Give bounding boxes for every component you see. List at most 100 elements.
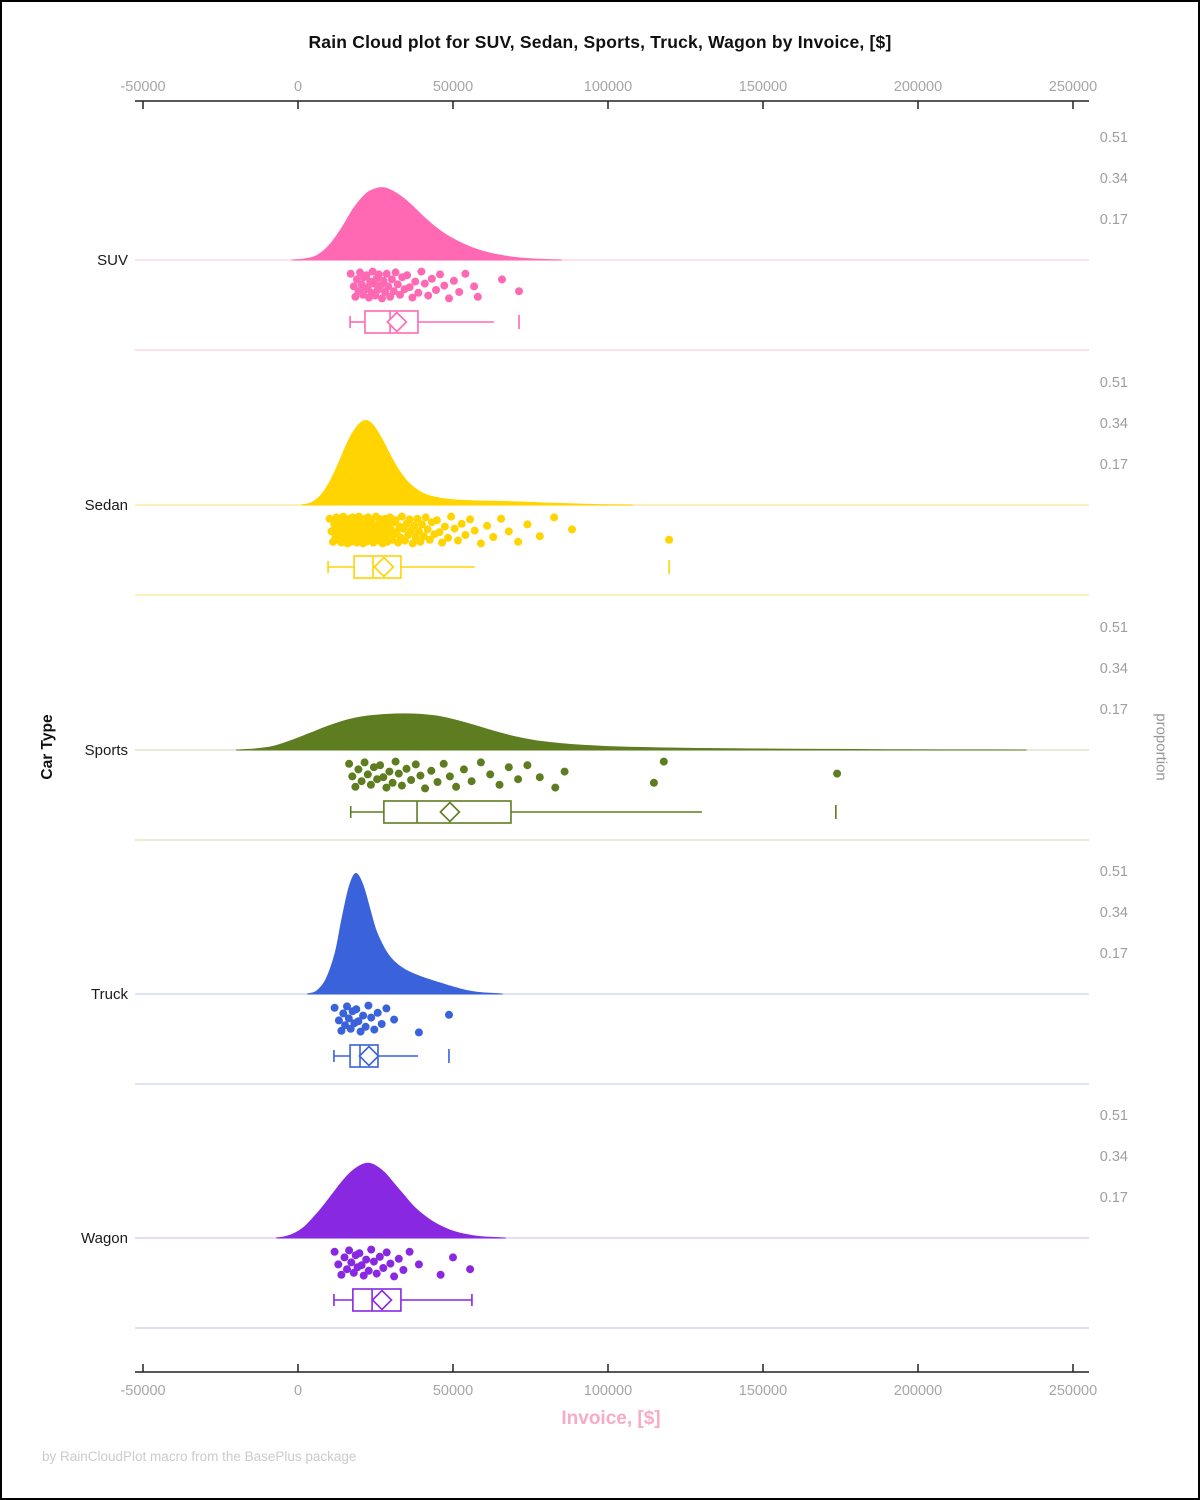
scatter-point-truck [390,1015,399,1024]
scatter-point-truck [359,1011,368,1020]
scatter-point-sports [348,772,357,781]
density-cloud-sports [235,713,1027,751]
scatter-point-sports [354,765,363,774]
car-type-label-sedan: Sedan [85,497,128,514]
scatter-point-sedan [523,520,532,529]
scatter-point-sedan [489,533,498,541]
scatter-point-suv [414,288,423,297]
scatter-point-sports [357,777,366,786]
scatter-point-suv [445,294,453,303]
scatter-point-sedan [454,536,462,545]
proportion-tick-label-truck: 0.51 [1100,864,1128,880]
top-axis-tick-label: 0 [294,79,302,95]
proportion-tick-label-wagon: 0.17 [1100,1190,1128,1206]
scatter-point-sedan [418,520,426,529]
scatter-point-sedan [440,522,449,531]
scatter-point-sports [433,778,442,786]
scatter-point-suv [440,281,449,290]
proportion-tick-label-sedan: 0.34 [1100,416,1128,432]
scatter-point-sports [535,773,544,782]
scatter-point-sports [459,765,468,774]
scatter-point-suv [411,277,420,286]
scatter-point-sports [560,767,569,776]
scatter-point-wagon [347,1258,356,1267]
scatter-point-truck [339,1009,348,1018]
proportion-tick-label-truck: 0.17 [1100,946,1128,962]
bottom-axis-tick-label: -50000 [120,1383,165,1399]
scatter-point-wagon [394,1254,403,1263]
scatter-point-wagon [343,1265,351,1274]
y-axis-title-proportion: proportion [1152,713,1170,781]
scatter-point-suv [374,270,383,279]
scatter-point-sedan [421,513,430,522]
bottom-axis-tick-label: 50000 [433,1383,473,1399]
scatter-point-truck [352,1005,361,1014]
mean-diamond-truck [358,1045,380,1067]
proportion-tick-label-sedan: 0.17 [1100,457,1128,473]
scatter-point-truck [343,1002,351,1011]
scatter-point-sedan [425,535,434,544]
scatter-point-sports [421,784,430,793]
scatter-point-wagon [405,1247,414,1256]
scatter-point-suv [368,267,377,276]
scatter-point-suv [498,275,506,284]
car-type-label-truck: Truck [91,986,128,1003]
mean-diamond-suv [386,311,408,333]
top-axis-tick-label: 100000 [584,79,632,95]
scatter-point-sports [369,763,378,772]
chart-title: Rain Cloud plot for SUV, Sedan, Sports, … [308,32,892,52]
scatter-point-wagon [379,1264,388,1272]
scatter-point-wagon [436,1270,445,1279]
scatter-point-sports [351,782,360,791]
scatter-point-sports [363,770,372,779]
scatter-point-wagon [372,1269,381,1278]
mean-diamond-wagon [371,1289,393,1311]
scatter-point-sports [376,761,385,770]
scatter-point-suv [405,283,414,292]
scatter-point-sedan [461,531,470,539]
density-cloud-wagon [276,1162,506,1239]
bottom-axis-tick-label: 200000 [894,1383,942,1399]
scatter-point-sedan [397,512,406,521]
top-axis-tick-label: 50000 [433,79,473,95]
scatter-point-sports [486,770,495,779]
scatter-point-wagon [399,1266,408,1274]
density-cloud-suv [291,187,562,261]
scatter-point-suv [391,268,400,277]
scatter-point-sedan [483,521,492,530]
scatter-point-sports [476,758,485,767]
scatter-point-wagon [330,1247,339,1256]
scatter-point-suv [378,294,386,303]
scatter-point-truck [367,1013,376,1022]
scatter-point-truck [377,1020,386,1028]
scatter-point-wagon [382,1248,391,1257]
scatter-point-wagon [355,1249,364,1258]
scatter-point-wagon [466,1265,475,1274]
scatter-point-suv [515,287,523,296]
car-type-label-sports: Sports [85,742,128,759]
density-cloud-truck [307,872,503,995]
scatter-point-truck [354,1017,363,1026]
scatter-point-sedan [568,525,576,534]
scatter-point-wagon [337,1270,346,1279]
scatter-point-wagon [340,1253,349,1262]
scatter-point-sports [366,780,375,789]
scatter-point-suv [403,271,412,280]
scatter-point-sports [360,758,369,767]
scatter-point-sedan [457,519,466,528]
scatter-point-wagon [362,1255,371,1264]
proportion-tick-label-sports: 0.34 [1100,661,1128,677]
scatter-point-suv [362,271,371,280]
scatter-point-wagon [345,1246,354,1255]
scatter-point-sports [523,761,532,770]
scatter-point-suv [417,267,426,276]
scatter-point-truck [370,1025,379,1034]
scatter-point-sedan [423,525,432,534]
top-axis-tick-label: 250000 [1049,79,1097,95]
scatter-point-sports [388,778,397,787]
scatter-point-sports [402,764,411,773]
scatter-point-suv [393,280,402,289]
scatter-point-suv [382,269,391,278]
scatter-point-sedan [535,532,544,541]
